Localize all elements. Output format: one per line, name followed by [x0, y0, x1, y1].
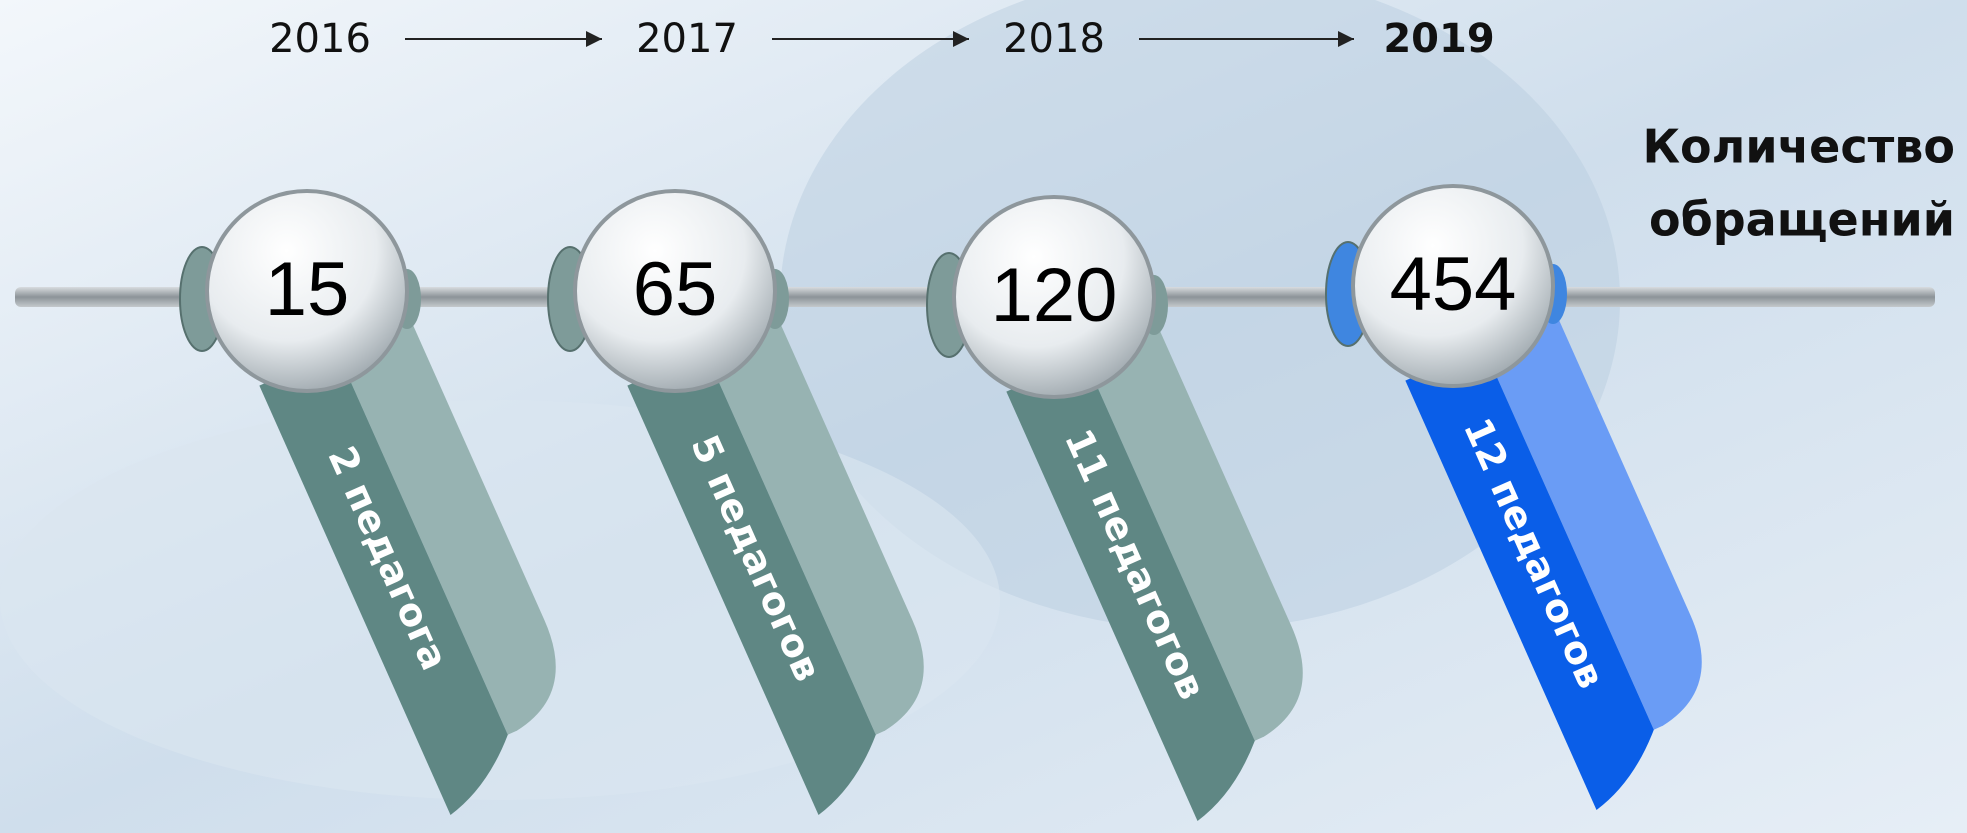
year-label: 2018	[1003, 16, 1105, 62]
year-label: 2019	[1383, 16, 1494, 62]
count-value: 15	[265, 247, 350, 332]
year-label: 2017	[636, 16, 738, 62]
year-label: 2016	[269, 16, 371, 62]
count-value: 120	[991, 253, 1118, 338]
title-line: обращений	[1649, 193, 1955, 247]
page: {"title": {"lines": ["Количество", "обра…	[0, 0, 1967, 833]
count-value: 454	[1390, 242, 1517, 327]
title-line: Количество	[1642, 120, 1955, 174]
infographic: Количество обращений 20162 педагога15201…	[0, 0, 1967, 833]
count-value: 65	[633, 247, 718, 332]
